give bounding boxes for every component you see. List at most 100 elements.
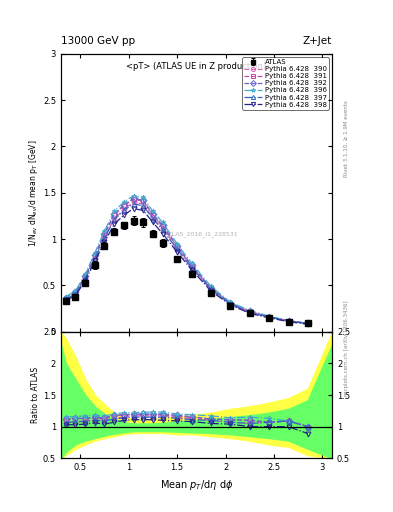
- Pythia 6.428  398: [228, 302, 233, 308]
- Pythia 6.428  390: [189, 264, 194, 270]
- Pythia 6.428  392: [63, 294, 68, 301]
- Pythia 6.428  392: [160, 222, 165, 228]
- Pythia 6.428  392: [151, 211, 155, 217]
- Pythia 6.428  396: [141, 195, 145, 201]
- Pythia 6.428  391: [248, 308, 252, 314]
- Text: mcplots.cern.ch [arXiv:1306.3436]: mcplots.cern.ch [arXiv:1306.3436]: [344, 301, 349, 396]
- Pythia 6.428  397: [102, 235, 107, 241]
- Pythia 6.428  396: [102, 228, 107, 234]
- Pythia 6.428  390: [175, 245, 180, 251]
- Pythia 6.428  398: [160, 230, 165, 237]
- Pythia 6.428  397: [121, 207, 126, 214]
- Pythia 6.428  391: [175, 244, 180, 250]
- Pythia 6.428  397: [92, 255, 97, 262]
- Pythia 6.428  390: [151, 214, 155, 220]
- Pythia 6.428  390: [121, 206, 126, 212]
- Text: 13000 GeV pp: 13000 GeV pp: [61, 36, 135, 46]
- Pythia 6.428  397: [305, 321, 310, 327]
- Pythia 6.428  396: [286, 317, 291, 324]
- Pythia 6.428  392: [209, 285, 213, 291]
- Pythia 6.428  396: [267, 313, 272, 319]
- Pythia 6.428  392: [131, 195, 136, 201]
- Pythia 6.428  392: [73, 289, 78, 295]
- Text: ATLAS_2016_I1_228531: ATLAS_2016_I1_228531: [165, 231, 239, 238]
- Pythia 6.428  392: [248, 308, 252, 314]
- Pythia 6.428  398: [189, 267, 194, 273]
- Pythia 6.428  392: [102, 230, 107, 237]
- Pythia 6.428  392: [305, 321, 310, 327]
- Pythia 6.428  398: [248, 310, 252, 316]
- Pythia 6.428  391: [112, 212, 117, 218]
- Pythia 6.428  396: [189, 260, 194, 266]
- Pythia 6.428  396: [160, 219, 165, 225]
- Pythia 6.428  397: [286, 317, 291, 324]
- Pythia 6.428  397: [228, 301, 233, 307]
- Pythia 6.428  391: [228, 300, 233, 306]
- Pythia 6.428  391: [83, 273, 88, 280]
- Pythia 6.428  398: [286, 318, 291, 325]
- Line: Pythia 6.428  398: Pythia 6.428 398: [63, 206, 310, 327]
- Pythia 6.428  391: [102, 231, 107, 238]
- Pythia 6.428  390: [286, 317, 291, 324]
- Text: <pT> (ATLAS UE in Z production): <pT> (ATLAS UE in Z production): [127, 62, 266, 71]
- Pythia 6.428  397: [175, 246, 180, 252]
- Pythia 6.428  391: [141, 198, 145, 204]
- Pythia 6.428  397: [83, 276, 88, 282]
- Pythia 6.428  398: [121, 212, 126, 218]
- Pythia 6.428  396: [83, 271, 88, 278]
- Pythia 6.428  391: [73, 289, 78, 295]
- Pythia 6.428  396: [131, 193, 136, 199]
- Line: Pythia 6.428  397: Pythia 6.428 397: [63, 202, 310, 326]
- Pythia 6.428  391: [63, 294, 68, 301]
- Pythia 6.428  397: [141, 203, 145, 209]
- Pythia 6.428  391: [121, 203, 126, 209]
- Pythia 6.428  396: [73, 288, 78, 294]
- Pythia 6.428  396: [209, 283, 213, 289]
- Pythia 6.428  397: [73, 291, 78, 297]
- Pythia 6.428  398: [141, 207, 145, 214]
- Pythia 6.428  391: [151, 212, 155, 218]
- Pythia 6.428  398: [63, 297, 68, 304]
- Pythia 6.428  390: [305, 321, 310, 327]
- Pythia 6.428  398: [102, 239, 107, 245]
- Pythia 6.428  390: [160, 225, 165, 231]
- Line: Pythia 6.428  392: Pythia 6.428 392: [63, 196, 310, 326]
- Pythia 6.428  398: [131, 205, 136, 211]
- Pythia 6.428  391: [286, 317, 291, 324]
- Pythia 6.428  397: [131, 201, 136, 207]
- Pythia 6.428  390: [112, 216, 117, 222]
- Y-axis label: 1/N$_{ev}$ dN$_{ev}$/d mean p$_{T}$ [GeV]: 1/N$_{ev}$ dN$_{ev}$/d mean p$_{T}$ [GeV…: [27, 139, 40, 247]
- Pythia 6.428  396: [112, 208, 117, 215]
- Pythia 6.428  398: [305, 322, 310, 328]
- Pythia 6.428  391: [267, 314, 272, 320]
- Pythia 6.428  398: [92, 259, 97, 265]
- Pythia 6.428  391: [305, 321, 310, 327]
- Pythia 6.428  398: [151, 219, 155, 225]
- Pythia 6.428  390: [73, 291, 78, 297]
- Pythia 6.428  397: [160, 227, 165, 233]
- Pythia 6.428  391: [189, 263, 194, 269]
- Pythia 6.428  396: [63, 293, 68, 300]
- Pythia 6.428  390: [141, 201, 145, 207]
- Pythia 6.428  391: [160, 223, 165, 229]
- Pythia 6.428  396: [175, 241, 180, 247]
- Pythia 6.428  392: [189, 262, 194, 268]
- Pythia 6.428  390: [92, 254, 97, 261]
- Pythia 6.428  390: [83, 275, 88, 281]
- Pythia 6.428  398: [73, 293, 78, 299]
- Pythia 6.428  392: [83, 273, 88, 280]
- Line: Pythia 6.428  396: Pythia 6.428 396: [63, 193, 310, 326]
- Pythia 6.428  391: [209, 285, 213, 291]
- Pythia 6.428  398: [112, 221, 117, 227]
- Pythia 6.428  396: [121, 199, 126, 205]
- Pythia 6.428  398: [209, 288, 213, 294]
- Pythia 6.428  392: [141, 197, 145, 203]
- Pythia 6.428  397: [267, 314, 272, 320]
- Pythia 6.428  397: [248, 309, 252, 315]
- Pythia 6.428  397: [209, 286, 213, 292]
- Pythia 6.428  396: [248, 307, 252, 313]
- Pythia 6.428  390: [131, 199, 136, 205]
- Pythia 6.428  390: [209, 286, 213, 292]
- Pythia 6.428  392: [112, 211, 117, 217]
- Pythia 6.428  397: [63, 296, 68, 303]
